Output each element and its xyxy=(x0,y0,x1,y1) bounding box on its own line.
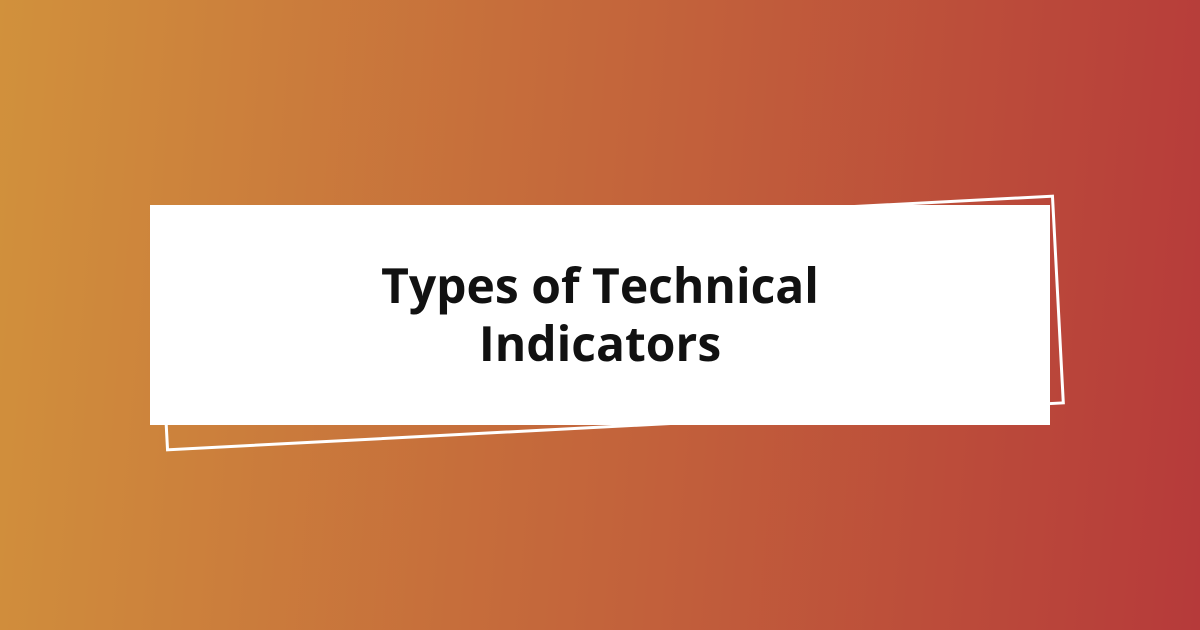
title-box: Types of Technical Indicators xyxy=(150,205,1050,425)
main-title: Types of Technical Indicators xyxy=(381,257,819,372)
title-container: Types of Technical Indicators xyxy=(150,205,1050,425)
